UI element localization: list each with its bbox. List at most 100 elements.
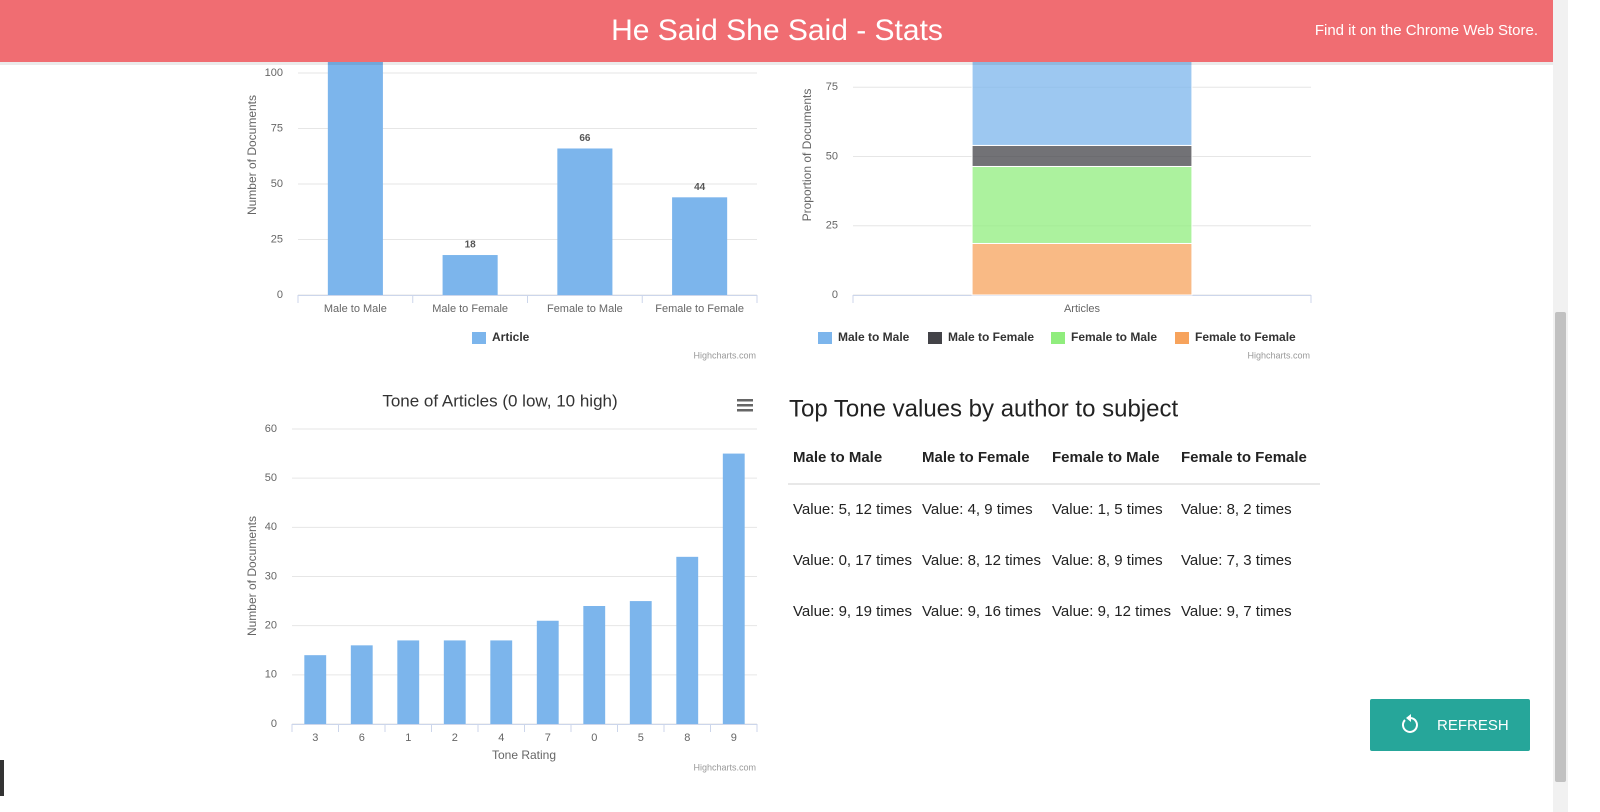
bar [629, 601, 652, 724]
y-tick-label: 0 [271, 718, 277, 730]
data-label: 44 [694, 182, 706, 193]
credits[interactable]: Highcharts.com [1247, 350, 1310, 360]
table-cell: Value: 5, 12 times [793, 501, 912, 518]
refresh-button[interactable]: REFRESH [1370, 699, 1530, 751]
x-tick-label: 3 [312, 732, 318, 744]
y-tick-label: 50 [265, 472, 277, 484]
x-tick-label: 7 [545, 732, 551, 744]
y-tick-label: 0 [832, 289, 838, 301]
legend-swatch[interactable] [818, 332, 832, 344]
bar [443, 640, 466, 724]
legend-label[interactable]: Male to Female [948, 330, 1034, 344]
x-tick-label: 1 [405, 732, 411, 744]
legend-label[interactable]: Article [492, 330, 530, 344]
menu-icon[interactable] [737, 404, 753, 407]
x-tick-label: Male to Female [432, 303, 508, 315]
bar [583, 606, 606, 724]
x-tick-label: 9 [731, 732, 737, 744]
bar [557, 148, 613, 295]
x-tick-label: 6 [359, 732, 365, 744]
table-header: Female to Female [1181, 449, 1307, 466]
table-header: Male to Female [922, 449, 1030, 466]
y-axis-label: Number of Documents [245, 516, 259, 636]
data-label: 66 [579, 133, 591, 144]
x-tick-label: 2 [452, 732, 458, 744]
x-tick-label: 8 [684, 732, 690, 744]
table-header: Male to Male [793, 449, 882, 466]
bar [672, 197, 728, 295]
refresh-icon-arrow[interactable] [1406, 714, 1411, 722]
legend-label[interactable]: Male to Male [838, 330, 910, 344]
table-cell: Value: 0, 17 times [793, 552, 912, 569]
legend-swatch[interactable] [1051, 332, 1065, 344]
bar [350, 645, 373, 724]
bar [490, 640, 513, 724]
y-tick-label: 0 [277, 289, 283, 301]
table-cell: Value: 8, 2 times [1181, 501, 1292, 518]
button-label[interactable]: REFRESH [1437, 717, 1509, 734]
header-title: He Said She Said - Stats [611, 14, 943, 47]
refresh-icon[interactable] [1402, 717, 1418, 733]
bar [327, 53, 383, 295]
bar [971, 242, 1193, 296]
x-tick-label: Articles [1064, 303, 1101, 315]
y-tick-label: 20 [265, 620, 277, 632]
y-tick-label: 50 [271, 178, 283, 190]
data-label: 18 [465, 240, 477, 251]
x-tick-label: 5 [638, 732, 644, 744]
y-axis-label: Proportion of Documents [800, 89, 814, 222]
credits[interactable]: Highcharts.com [693, 350, 756, 360]
bar [971, 165, 1193, 244]
table-title: Top Tone values by author to subject [789, 395, 1178, 422]
bar [442, 255, 498, 295]
bar [722, 453, 745, 724]
y-tick-label: 75 [271, 122, 283, 134]
x-tick-label: Male to Male [324, 303, 387, 315]
menu-icon[interactable] [737, 409, 753, 412]
table-cell: Value: 9, 16 times [922, 603, 1041, 620]
y-tick-label: 40 [265, 521, 277, 533]
y-tick-label: 30 [265, 570, 277, 582]
bar [536, 620, 559, 724]
x-tick-label: 4 [498, 732, 504, 744]
bar [397, 640, 420, 724]
legend-swatch[interactable] [928, 332, 942, 344]
menu-icon[interactable] [737, 399, 753, 402]
x-tick-label: Female to Male [547, 303, 623, 315]
y-tick-label: 75 [826, 81, 838, 93]
button-bg[interactable] [1370, 699, 1530, 751]
table-header: Female to Male [1052, 449, 1160, 466]
table-cell: Value: 1, 5 times [1052, 501, 1163, 518]
scrollbar-thumb[interactable] [1555, 312, 1566, 782]
y-tick-label: 50 [826, 150, 838, 162]
table-cell: Value: 8, 9 times [1052, 552, 1163, 569]
table-cell: Value: 9, 19 times [793, 603, 912, 620]
chart-title: Tone of Articles (0 low, 10 high) [382, 391, 617, 410]
table-cell: Value: 4, 9 times [922, 501, 1033, 518]
x-tick-label: 0 [591, 732, 597, 744]
y-tick-label: 25 [826, 220, 838, 232]
y-axis-label: Number of Documents [245, 95, 259, 215]
bar [971, 144, 1193, 167]
header-link[interactable]: Find it on the Chrome Web Store. [1315, 22, 1538, 39]
legend-swatch[interactable] [472, 332, 486, 344]
legend-swatch[interactable] [1175, 332, 1189, 344]
edge-widget [0, 760, 4, 796]
x-tick-label: Female to Female [655, 303, 744, 315]
table-cell: Value: 8, 12 times [922, 552, 1041, 569]
legend-label[interactable]: Female to Male [1071, 330, 1157, 344]
credits[interactable]: Highcharts.com [693, 762, 756, 772]
legend-label[interactable]: Female to Female [1195, 330, 1296, 344]
y-tick-label: 60 [265, 423, 277, 435]
y-tick-label: 10 [265, 669, 277, 681]
header-bar [0, 0, 1553, 62]
bar [676, 556, 699, 724]
header-shadow [0, 62, 1553, 65]
table-cell: Value: 7, 3 times [1181, 552, 1292, 569]
y-tick-label: 100 [265, 67, 283, 79]
table-cell: Value: 9, 7 times [1181, 603, 1292, 620]
bar [304, 655, 327, 724]
